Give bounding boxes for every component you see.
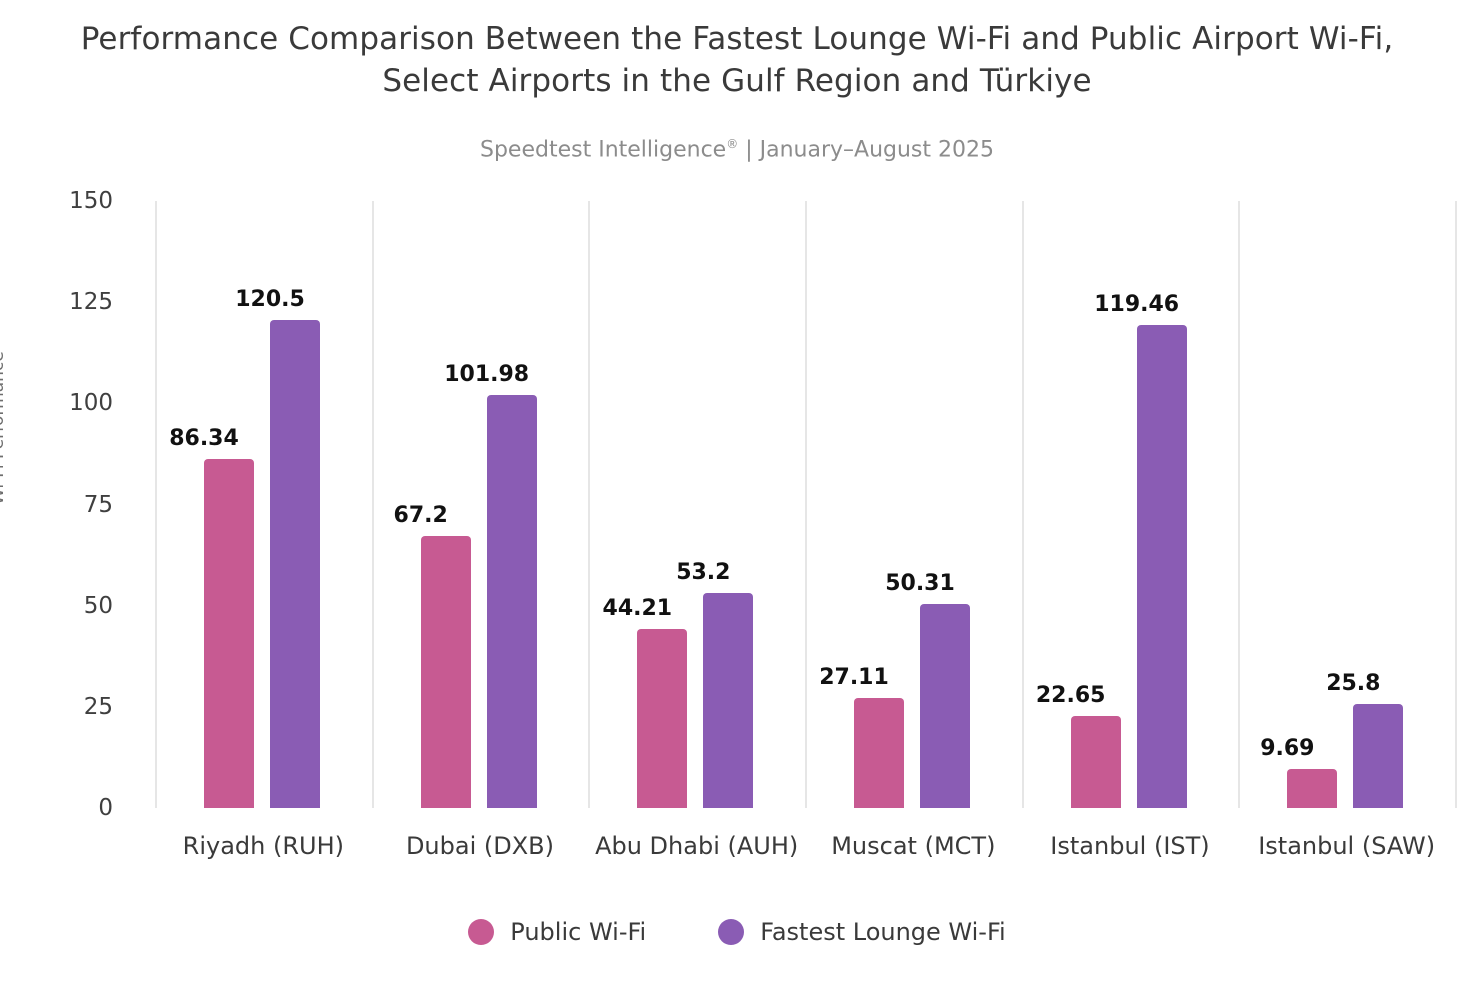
legend-label: Public Wi-Fi	[510, 918, 647, 946]
x-axis-label-2: Abu Dhabi (AUH)	[595, 832, 799, 860]
chart-subtitle-prefix: Speedtest Intelligence	[480, 137, 727, 163]
bar-group: 27.11 50.31	[805, 201, 1022, 808]
y-axis-title: Wi-Fi Performance	[0, 351, 8, 505]
bar-group: 86.34 120.5	[155, 201, 372, 808]
y-axis-tick-50: 50	[83, 592, 113, 619]
legend-swatch-circle-icon	[718, 919, 745, 945]
plot-area: 86.34 120.5 67.2 101.98 44.21 53.2 27.11 50.31 2…	[155, 201, 1457, 808]
bar-group: 44.21 53.2	[588, 201, 805, 808]
gridline-vertical	[371, 201, 374, 808]
y-axis-tick-0: 0	[98, 795, 113, 821]
gridline-vertical	[1455, 201, 1457, 808]
bar-group: 22.65 119.46	[1022, 201, 1239, 808]
bar-fastest-lounge-wifi[interactable]	[703, 592, 754, 808]
legend-swatch-circle-icon	[468, 919, 495, 945]
bar-value-label: 67.2	[393, 503, 448, 529]
x-axis-label-1: Dubai (DXB)	[405, 832, 554, 860]
bar-group: 9.69 25.8	[1238, 201, 1455, 808]
bar-value-label: 44.21	[602, 596, 673, 622]
bar-value-label: 22.65	[1035, 683, 1106, 709]
bar-value-label: 101.98	[444, 362, 530, 388]
y-axis-tick-150: 150	[69, 188, 113, 214]
bar-value-label: 86.34	[169, 425, 239, 451]
bar-public-wifi[interactable]	[1287, 768, 1338, 808]
x-axis-label-5: Istanbul (SAW)	[1258, 832, 1436, 860]
bar-value-label: 9.69	[1260, 735, 1315, 761]
bar-value-label: 120.5	[235, 287, 305, 313]
y-axis-tick-125: 125	[69, 289, 113, 316]
bar-public-wifi[interactable]	[854, 698, 904, 808]
bar-value-label: 53.2	[676, 559, 731, 585]
title-block: Performance Comparison Between the Faste…	[0, 18, 1474, 102]
y-axis-tick-75: 75	[83, 491, 113, 518]
bar-group: 67.2 101.98	[372, 201, 589, 808]
bar-fastest-lounge-wifi[interactable]	[1136, 324, 1187, 808]
bar-value-label: 119.46	[1094, 291, 1180, 317]
bar-fastest-lounge-wifi[interactable]	[920, 604, 970, 808]
legend-label: Fastest Lounge Wi-Fi	[760, 918, 1006, 946]
chart-subtitle-suffix: | January–August 2025	[738, 137, 994, 163]
bar-public-wifi[interactable]	[637, 629, 688, 808]
gridline-vertical	[155, 201, 157, 808]
registered-trademark-icon: ®	[726, 137, 739, 151]
x-axis-label-4: Istanbul (IST)	[1050, 832, 1210, 860]
y-axis-tick-100: 100	[69, 390, 113, 417]
x-axis-label-3: Muscat (MCT)	[831, 832, 996, 860]
bar-value-label: 27.11	[819, 665, 889, 691]
x-axis-tick-labels: Riyadh (RUH) Dubai (DXB) Abu Dhabi (AUH) Mu…	[155, 832, 1455, 876]
bar-value-label: 25.8	[1326, 670, 1381, 696]
bar-fastest-lounge-wifi[interactable]	[486, 395, 537, 808]
chart-legend: Public Wi-Fi Fastest Lounge Wi-Fi	[0, 918, 1474, 946]
chart-subtitle: Speedtest Intelligence® | January–August…	[0, 137, 1474, 162]
bar-value-label: 50.31	[885, 571, 955, 597]
chart-title: Performance Comparison Between the Faste…	[80, 21, 1394, 100]
bar-fastest-lounge-wifi[interactable]	[270, 320, 320, 808]
y-axis: Wi-Fi Performance 0 25 50 75 100 125 150	[0, 0, 140, 1000]
bar-public-wifi[interactable]	[204, 458, 254, 808]
y-axis-tick-25: 25	[83, 693, 113, 720]
legend-item-fastest-lounge-wifi[interactable]: Fastest Lounge Wi-Fi	[718, 918, 1006, 946]
bar-public-wifi[interactable]	[420, 536, 471, 808]
x-axis-label-0: Riyadh (RUH)	[182, 832, 344, 860]
gridline-vertical	[805, 201, 807, 808]
bar-fastest-lounge-wifi[interactable]	[1353, 703, 1404, 808]
gridline-vertical	[1238, 201, 1241, 808]
gridline-vertical	[1021, 201, 1024, 808]
legend-item-public-wifi[interactable]: Public Wi-Fi	[468, 918, 646, 946]
gridline-vertical	[588, 201, 591, 808]
bar-public-wifi[interactable]	[1070, 716, 1121, 808]
